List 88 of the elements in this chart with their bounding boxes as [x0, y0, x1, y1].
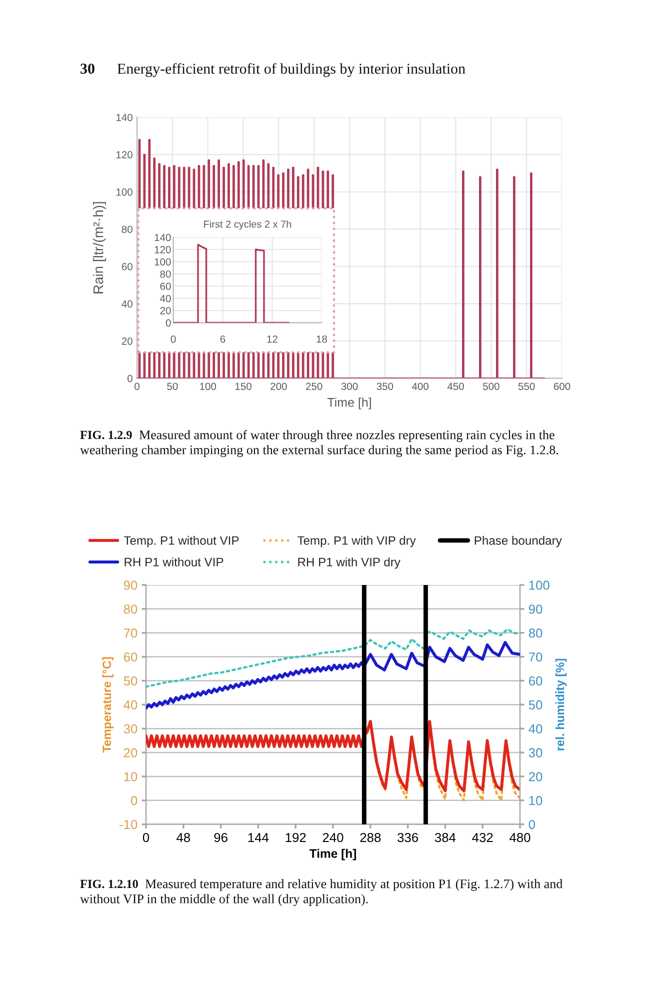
y-tick-label: 30	[124, 724, 138, 734]
y-tick-label: 10	[124, 772, 138, 782]
x-tick-label: 300	[341, 382, 358, 390]
x-tick-label: 500	[483, 382, 500, 390]
caption: FIG. 1.2.10	[80, 880, 138, 888]
x-tick-label: 432	[472, 832, 493, 842]
y2-tick-label: 100	[529, 580, 550, 590]
y-tick-label: 140	[154, 234, 171, 242]
x-tick-label: 350	[376, 382, 394, 390]
y-tick-label: 70	[124, 628, 138, 638]
y-tick-label: 40	[124, 700, 138, 710]
y-tick-label: 60	[122, 262, 132, 270]
legend-label: Temp. P1 without VIP	[124, 536, 239, 548]
caption: FIG. 1.2.9	[80, 430, 132, 440]
x-tick-label: 600	[554, 382, 570, 390]
x-tick-label: 200	[270, 382, 287, 390]
x-tick-label: 12	[267, 335, 278, 343]
line-series	[146, 640, 520, 710]
x-tick-label: 480	[510, 832, 530, 842]
x-axis-title: Time [h]	[327, 398, 371, 410]
text: without VIP in the middle of the wall (dry application).	[80, 894, 368, 906]
x-tick-label: 144	[248, 833, 269, 842]
y-tick-label: 20	[122, 338, 132, 345]
x-tick-label: 336	[398, 832, 418, 842]
x-tick-label: 240	[322, 832, 344, 842]
y2-tick-label: 20	[528, 772, 542, 782]
x-tick-label: 100	[200, 382, 216, 390]
y-tick-label: 0	[128, 374, 132, 382]
legend-label: Temp. P1 with VIP dry	[298, 536, 416, 548]
y2-tick-label: 60	[528, 676, 542, 686]
y-tick-label: 120	[154, 246, 171, 254]
y-tick-label: 0	[166, 319, 171, 327]
y-tick-label: 120	[116, 151, 132, 158]
y2-tick-label: 70	[528, 652, 542, 662]
y2-axis-title: rel. humidity [%]	[555, 658, 567, 750]
y-tick-label: 100	[154, 258, 171, 266]
legend-label: Phase boundary	[474, 536, 562, 548]
y-tick-label: 80	[124, 604, 138, 614]
legend-label: RH P1 without VIP	[124, 557, 224, 566]
x-tick-label: 96	[214, 832, 228, 842]
x-tick-label: 450	[447, 382, 464, 390]
x-tick-label: 384	[434, 832, 456, 842]
y-tick-label: 40	[122, 300, 132, 308]
line-series	[146, 628, 520, 688]
y2-tick-label: 50	[528, 700, 542, 710]
text: 30	[80, 64, 94, 74]
x-tick-label: 18	[316, 335, 327, 343]
y-tick-label: 100	[116, 188, 132, 196]
y-tick-label: 140	[116, 114, 132, 122]
x-tick-label: 550	[518, 382, 535, 390]
y-tick-label: 80	[160, 270, 171, 278]
line-series	[173, 244, 290, 323]
text: Measured amount of water through three nozzles representing rain cycles in the	[139, 430, 554, 442]
x-tick-label: 50	[167, 382, 178, 390]
x-tick-label: 0	[170, 335, 176, 343]
y2-tick-label: 30	[528, 748, 542, 758]
y2-tick-label: 40	[528, 724, 542, 734]
legend-label: RH P1 with VIP dry	[298, 557, 400, 569]
y-axis-title: Temperature [°C]	[102, 657, 114, 753]
y2-tick-label: 90	[528, 604, 542, 614]
x-tick-label: 400	[412, 382, 429, 390]
y-axis-title: Rain [ltr/(m²·h)]	[93, 202, 106, 294]
y-tick-label: 20	[160, 307, 171, 314]
y-tick-label: 20	[124, 748, 138, 758]
x-tick-label: 250	[306, 382, 322, 390]
text: Measured temperature and relative humidity at position P1 (Fig. 1.2.7) with and	[145, 879, 563, 891]
y-tick-label: 60	[124, 652, 138, 662]
x-tick-label: 6	[220, 335, 226, 343]
y-tick-label: 50	[124, 676, 138, 686]
x-tick-label: 150	[235, 382, 252, 390]
text: Energy-efficient retrofit of buildings by interior insulation	[117, 63, 466, 77]
y-tick-label: 90	[124, 580, 138, 590]
x-tick-label: 192	[286, 832, 306, 842]
chart-title: First 2 cycles 2 x 7h	[204, 220, 292, 230]
y-tick-label: -10	[120, 820, 138, 830]
y2-tick-label: 80	[528, 628, 542, 638]
y-tick-label: 0	[130, 796, 138, 806]
y-tick-label: 60	[160, 282, 171, 290]
y-tick-label: 80	[122, 226, 132, 233]
y2-tick-label: 0	[528, 820, 536, 830]
x-tick-label: 0	[142, 832, 150, 842]
text: weathering chamber impinging on the external surface during the same period as Fig. 1.2.8.	[80, 444, 558, 458]
x-tick-label: 48	[176, 832, 190, 842]
line-series	[146, 720, 520, 792]
x-axis-title: Time [h]	[309, 848, 356, 860]
y-tick-label: 40	[160, 294, 171, 302]
x-tick-label: 288	[360, 832, 381, 842]
y2-tick-label: 10	[529, 796, 542, 806]
